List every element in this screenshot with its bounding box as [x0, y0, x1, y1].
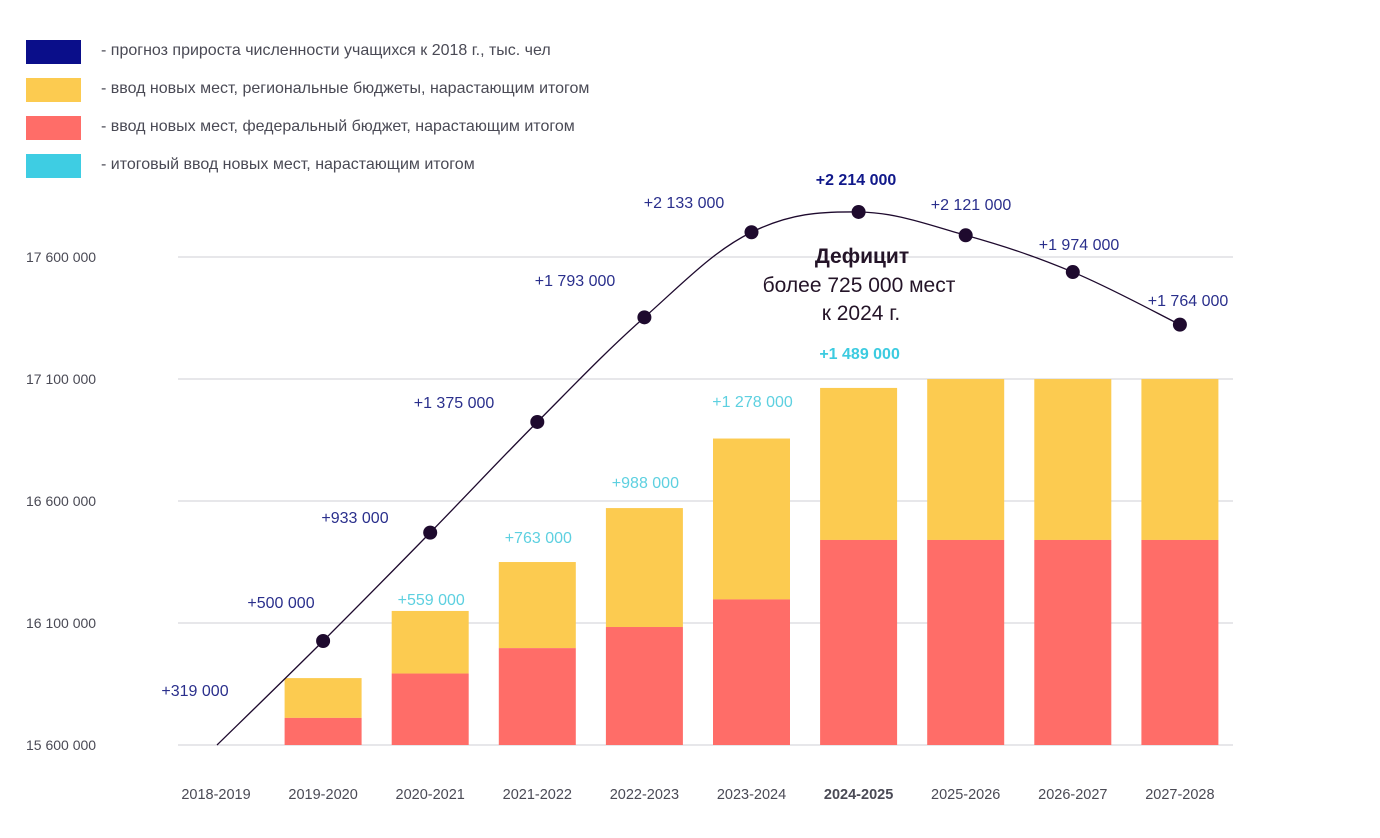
bar-regional-2021-2022: [498, 562, 576, 649]
x-axis: 2018-2019 2019-2020 2020-2021 2021-2022 2022…: [181, 787, 1214, 803]
bar-federal-2027-2028: [1141, 539, 1219, 745]
deficit-line1: более 725 000 мест: [763, 274, 956, 297]
legend-label: - ввод новых мест, региональные бюджеты,…: [101, 80, 590, 97]
total-places-label: +559 000: [398, 592, 465, 609]
deficit-title: Дефицит: [815, 245, 909, 268]
forecast-label: +1 375 000: [414, 395, 495, 412]
forecast-point-2024-2025: [851, 204, 866, 219]
bar-regional-2019-2020: [284, 678, 362, 718]
x-tick-label: 2023-2024: [717, 787, 786, 803]
forecast-point-2023-2024: [744, 225, 759, 240]
total-places-label: +988 000: [612, 475, 679, 492]
y-tick-label: 16 600 000: [26, 493, 96, 509]
forecast-label: +933 000: [321, 510, 388, 527]
bar-regional-2025-2026: [927, 379, 1005, 540]
y-tick-label: 17 100 000: [26, 371, 96, 387]
forecast-label: +2 133 000: [644, 195, 725, 212]
bar-federal-2019-2020: [284, 717, 362, 745]
forecast-point-2020-2021: [423, 525, 438, 540]
x-tick-label: 2018-2019: [181, 787, 250, 803]
forecast-label: +1 764 000: [1148, 293, 1229, 310]
bar-regional-2020-2021: [391, 610, 469, 674]
y-tick-label: 17 600 000: [26, 249, 96, 265]
bar-federal-2025-2026: [927, 539, 1005, 745]
bar-regional-2023-2024: [713, 438, 790, 600]
legend-item-total: - итоговый ввод новых мест, нарастающим …: [26, 154, 726, 178]
forecast-point-2021-2022: [530, 414, 545, 429]
x-tick-label: 2021-2022: [503, 787, 572, 803]
bar-regional-2027-2028: [1141, 379, 1219, 540]
forecast-label: +500 000: [247, 595, 314, 612]
deficit-annotation: Дефицит более 725 000 мест к 2024 г.: [763, 245, 956, 325]
legend-item-regional: - ввод новых мест, региональные бюджеты,…: [26, 78, 726, 102]
x-tick-label: 2026-2027: [1038, 787, 1107, 803]
total-places-label: +763 000: [505, 530, 572, 547]
bar-federal-2023-2024: [713, 599, 790, 745]
forecast-point-2026-2027: [1065, 265, 1080, 280]
legend-item-student-growth: - прогноз прироста численности учащихся …: [26, 40, 726, 64]
x-tick-label: 2024-2025: [824, 787, 893, 803]
forecast-label: +2 214 000: [816, 172, 897, 189]
x-tick-label: 2020-2021: [396, 787, 465, 803]
deficit-line2: к 2024 г.: [822, 302, 901, 325]
legend-swatch: [26, 78, 81, 102]
y-tick-label: 15 600 000: [26, 737, 96, 753]
legend-swatch: [26, 154, 81, 178]
x-tick-label: 2025-2026: [931, 787, 1000, 803]
legend-label: - ввод новых мест, федеральный бюджет, н…: [101, 118, 575, 135]
x-tick-label: 2027-2028: [1145, 787, 1214, 803]
bar-regional-2024-2025: [820, 387, 898, 540]
forecast-line-series: [216, 204, 1187, 746]
forecast-point-2025-2026: [958, 228, 973, 243]
forecast-line: [216, 211, 1181, 746]
y-tick-label: 16 100 000: [26, 615, 96, 631]
legend-label: - итоговый ввод новых мест, нарастающим …: [101, 156, 475, 173]
x-tick-label: 2022-2023: [610, 787, 679, 803]
bar-federal-2024-2025: [820, 539, 898, 745]
data-labels: +319 000 +500 000 +933 000 +1 375 000 +1 793…: [161, 172, 1228, 700]
bar-federal-2026-2027: [1034, 539, 1112, 745]
bar-regional-2026-2027: [1034, 379, 1112, 540]
y-axis: 15 600 000 16 100 000 16 600 000 17 100 000…: [26, 249, 96, 753]
total-places-label: +1 489 000: [819, 346, 900, 363]
bar-federal-2022-2023: [605, 627, 683, 745]
bars: [284, 379, 1219, 745]
bar-regional-2022-2023: [605, 508, 683, 628]
forecast-label: +1 793 000: [535, 273, 616, 290]
forecast-label: +2 121 000: [931, 197, 1012, 214]
forecast-point-2019-2020: [316, 634, 331, 648]
forecast-label: +1 974 000: [1039, 237, 1120, 254]
forecast-point-2027-2028: [1172, 317, 1187, 332]
bar-federal-2021-2022: [498, 648, 576, 745]
forecast-label: +319 000: [161, 683, 228, 700]
x-tick-label: 2019-2020: [288, 787, 357, 803]
bar-federal-2020-2021: [391, 673, 469, 745]
forecast-point-2022-2023: [637, 310, 652, 325]
total-places-label: +1 278 000: [712, 394, 793, 411]
legend-swatch: [26, 116, 81, 140]
legend-swatch: [26, 40, 81, 64]
legend-label: - прогноз прироста численности учащихся …: [101, 42, 551, 59]
legend-item-federal: - ввод новых мест, федеральный бюджет, н…: [26, 116, 726, 140]
